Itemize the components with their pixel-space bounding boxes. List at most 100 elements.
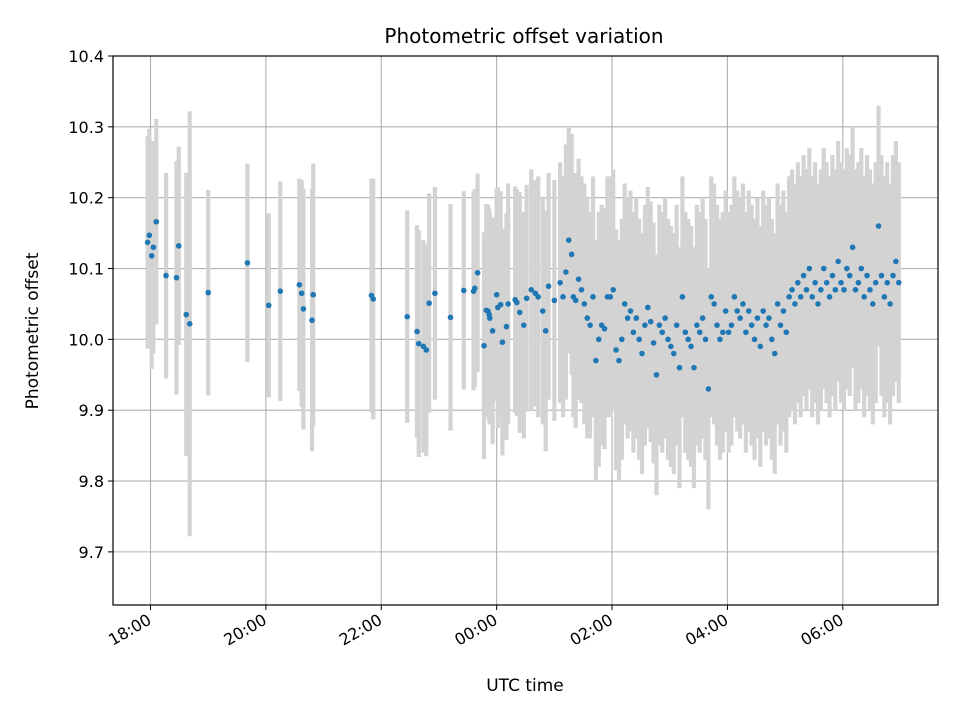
data-point [146,232,153,239]
y-tick-label: 9.7 [79,543,104,562]
data-point [702,336,709,343]
data-point [630,329,637,336]
data-point [560,294,566,300]
data-point [673,322,680,328]
data-point [650,340,657,346]
data-point [861,294,867,300]
plot-frame [112,55,939,606]
data-point [423,347,430,353]
data-point [460,287,467,294]
data-point [751,336,758,343]
data-point [493,291,500,298]
data-point [426,300,432,307]
data-point [163,272,169,279]
data-point [789,286,795,293]
data-point [890,272,896,279]
data-point [832,286,839,293]
data-point [474,269,481,276]
data-point [786,294,792,300]
data-point [277,288,284,294]
data-point [763,322,769,328]
data-point [150,244,157,251]
data-point [815,301,821,307]
data-point [670,350,677,357]
data-point [757,343,764,350]
data-point [601,325,608,332]
data-point [497,301,504,308]
y-tick-label: 10.4 [68,47,104,66]
data-point [481,342,487,349]
data-point [875,223,882,229]
data-point [499,339,506,345]
data-point [432,290,438,297]
data-point [636,336,642,343]
data-point [662,315,668,321]
data-points [144,218,902,392]
data-point [647,318,654,325]
data-point [696,329,703,336]
chart-title: Photometric offset variation [384,24,663,48]
data-point [823,279,830,286]
data-point [503,323,510,330]
data-point [575,276,582,282]
data-point [557,279,563,286]
data-point [711,301,717,307]
data-point [852,286,859,293]
data-point [895,279,902,286]
data-point [148,252,155,259]
data-point [820,265,827,272]
data-point [489,328,496,334]
y-tick-label: 9.8 [79,472,104,491]
data-point [310,291,316,298]
data-point [186,320,193,327]
data-point [619,336,625,343]
y-axis-label: Photometric offset [23,252,43,409]
data-point [633,315,640,321]
data-point [568,251,575,258]
data-point [642,322,648,328]
data-point [639,350,645,357]
data-point [887,301,893,307]
data-point [855,279,862,286]
y-axis: 9.7 9.8 9.9 10.0 10.1 10.2 10.3 10.4 [68,47,113,562]
data-point [542,328,549,334]
data-point [572,297,579,304]
data-point [748,322,755,328]
data-point [780,308,787,314]
data-point [841,286,847,293]
data-point [624,315,631,321]
data-point [745,308,752,314]
y-tick-label: 10.0 [68,330,104,349]
data-point [734,308,741,314]
data-point [717,336,723,343]
data-point [540,308,546,314]
data-point [296,282,303,288]
data-point [144,239,151,246]
data-point [806,265,813,272]
data-point [668,343,674,350]
data-point [800,272,807,279]
data-point [520,322,527,328]
data-point [505,301,511,307]
data-point [812,279,818,286]
data-point [771,350,778,357]
data-point [627,308,634,314]
y-tick-label: 10.3 [68,118,104,137]
data-point [590,294,596,300]
data-point [645,304,651,311]
data-point [858,265,865,272]
data-point [685,336,691,343]
data-point [309,317,315,324]
data-point [743,329,749,336]
data-point [829,272,836,279]
data-point [528,286,535,293]
data-point [705,386,712,392]
data-point [691,364,697,371]
data-point [688,343,694,350]
data-point [447,314,454,321]
data-point [722,308,729,314]
data-point [584,315,591,321]
data-point [593,357,599,364]
data-point [676,364,683,371]
